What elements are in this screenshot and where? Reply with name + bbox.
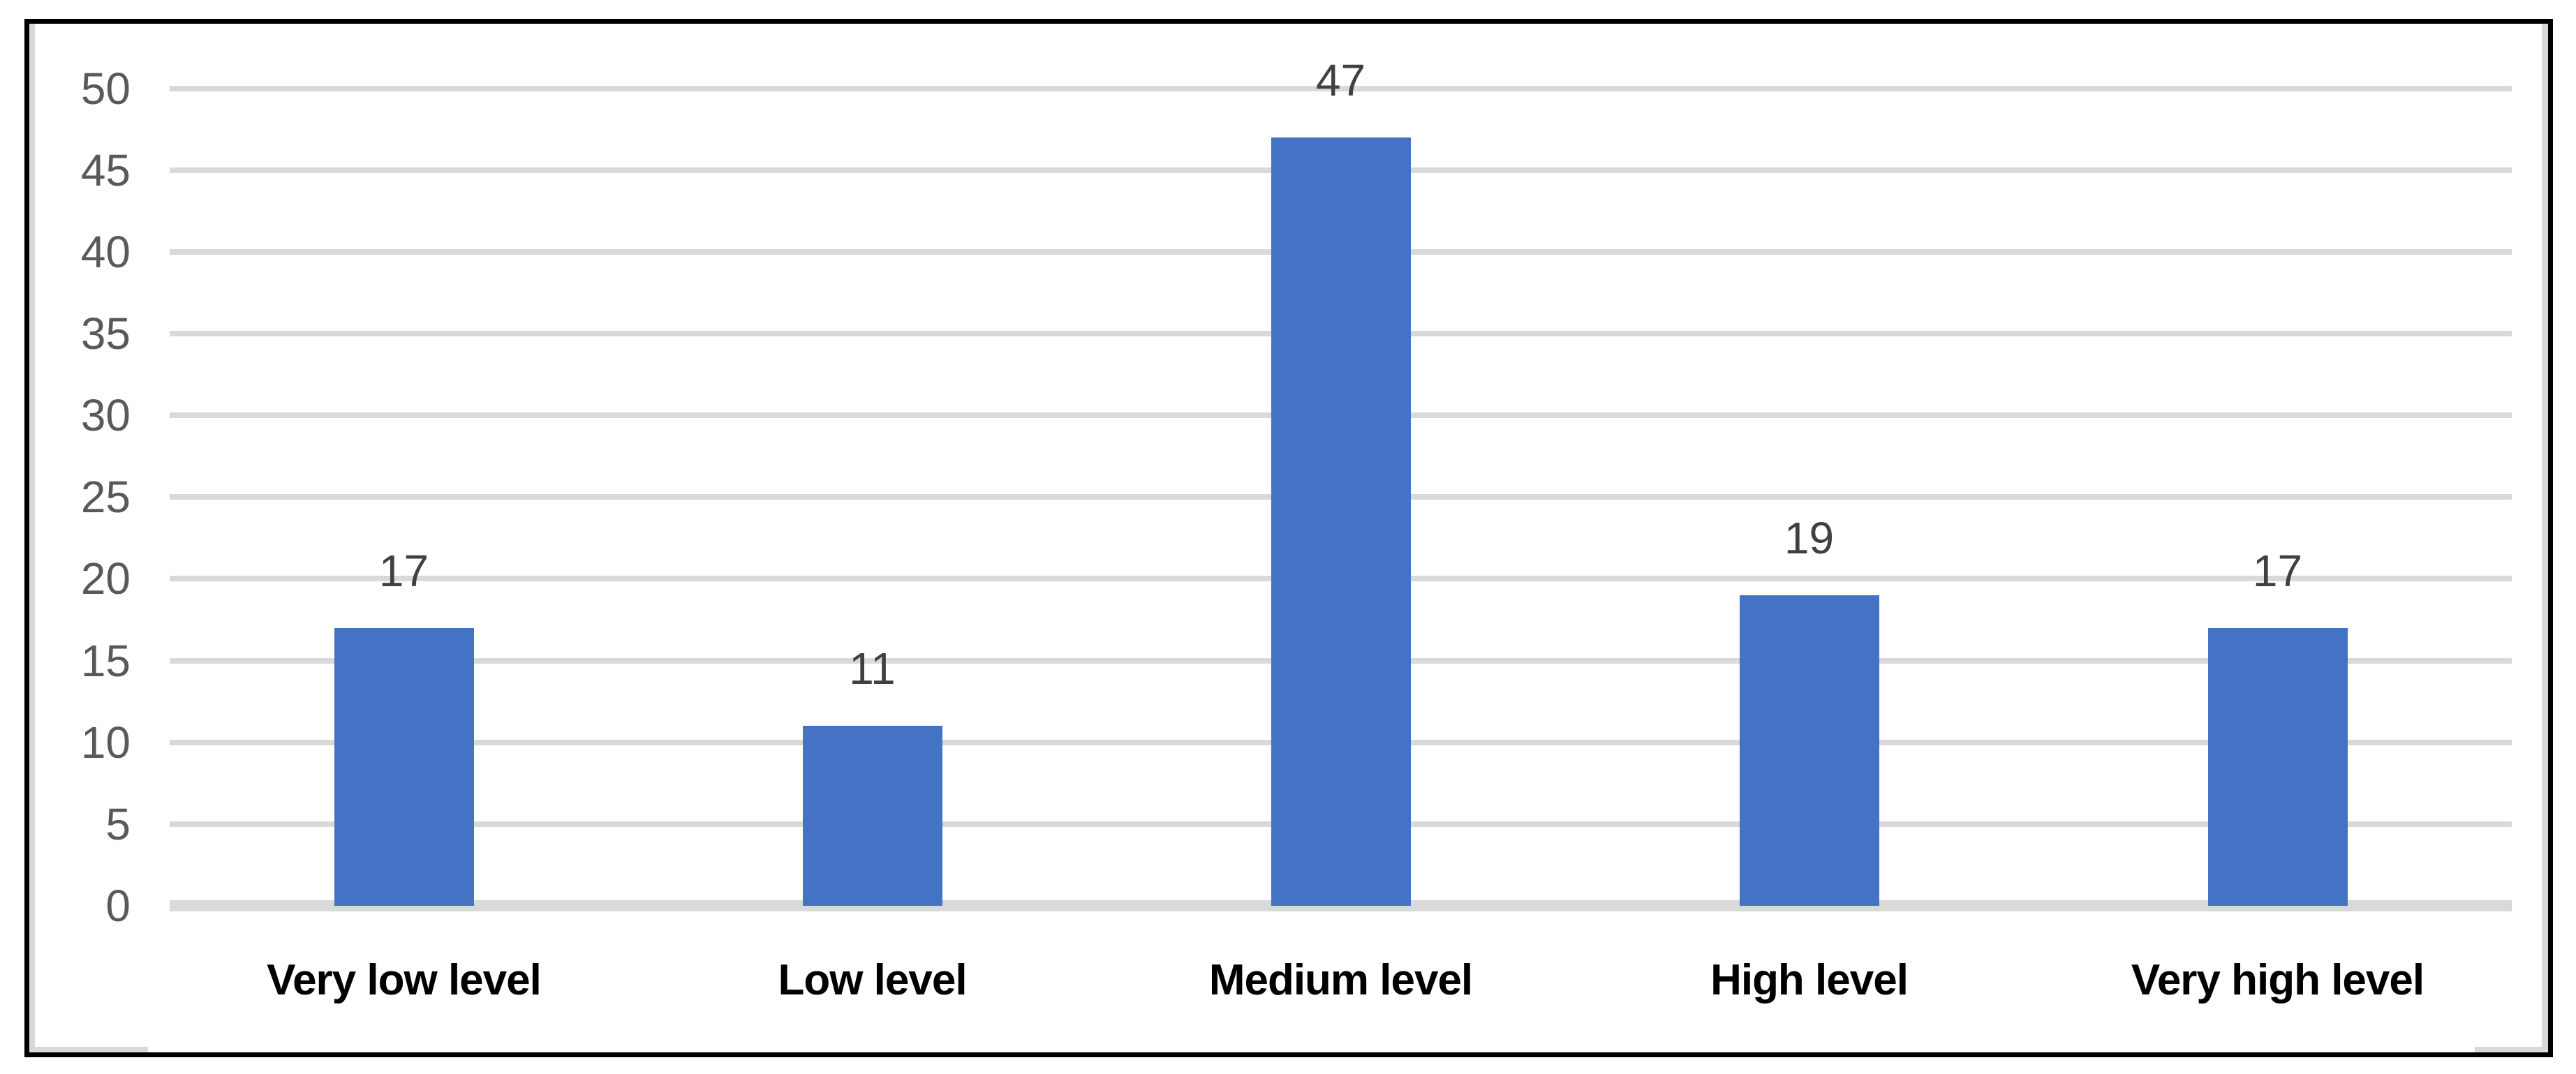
inner-edge-right	[2542, 24, 2548, 1052]
x-category-label: High level	[1710, 955, 1909, 1004]
gridline	[170, 85, 2512, 91]
plot-area: 17 11 47 19 17	[170, 24, 2512, 911]
x-axis-category-labels: Very low level Low level Medium level High …	[170, 945, 2512, 1015]
bar-slot: 11	[638, 24, 1106, 906]
x-category-label: Medium level	[1208, 955, 1473, 1004]
bar-value-label: 17	[378, 545, 429, 596]
y-tick-label: 15	[80, 635, 131, 686]
y-tick-label: 50	[80, 63, 131, 114]
bar	[334, 627, 474, 906]
inner-edge-bottom-left	[29, 1047, 148, 1052]
x-axis-line	[170, 900, 2512, 911]
bar	[1739, 595, 1879, 906]
y-tick-label: 10	[80, 717, 131, 768]
y-tick-label: 40	[80, 226, 131, 277]
bar-value-label: 19	[1784, 512, 1835, 563]
bar	[2207, 627, 2348, 906]
chart-frame-border: 0 5 10 15 20 25 30 35 40 45 50 17 11 47 19 17 Very low…	[24, 19, 2553, 1057]
y-tick-label: 20	[80, 553, 131, 604]
bar-slot: 19	[1575, 24, 2043, 906]
y-tick-label: 45	[80, 144, 131, 195]
y-tick-label: 30	[80, 390, 131, 441]
bar-value-label: 47	[1315, 54, 1366, 105]
bar	[1271, 137, 1411, 906]
inner-edge-left	[29, 24, 35, 1052]
x-category-label: Low level	[778, 955, 967, 1004]
inner-edge-bottom-right	[2475, 1047, 2548, 1052]
y-axis-tick-labels: 0 5 10 15 20 25 30 35 40 45 50	[29, 24, 131, 931]
bar	[802, 726, 942, 906]
y-tick-label: 35	[80, 308, 131, 359]
bar-value-label: 11	[849, 643, 896, 694]
y-tick-label: 0	[105, 881, 131, 931]
y-tick-label: 5	[105, 798, 131, 849]
bar-slot: 47	[1106, 24, 1575, 906]
bar-slot: 17	[170, 24, 638, 906]
x-category-label: Very low level	[267, 955, 542, 1004]
bar-slot: 17	[2043, 24, 2512, 906]
x-category-label: Very high level	[2131, 955, 2425, 1004]
bar-value-label: 17	[2252, 545, 2303, 596]
y-tick-label: 25	[80, 472, 131, 523]
